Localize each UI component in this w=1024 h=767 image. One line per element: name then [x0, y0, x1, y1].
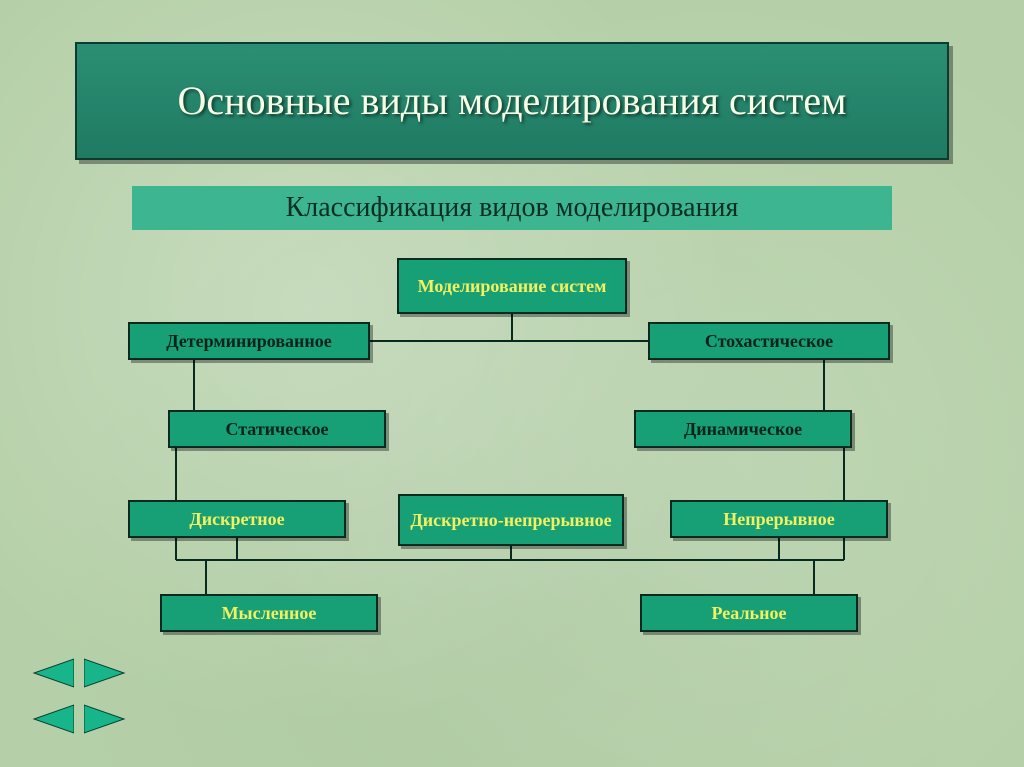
node-det: Детерминированное	[128, 322, 370, 360]
node-cont: Непрерывное	[670, 500, 888, 538]
node-stoch: Стохастическое	[648, 322, 890, 360]
node-stat: Статическое	[168, 410, 386, 448]
node-ment: Мысленное	[160, 594, 378, 632]
node-label-det: Детерминированное	[166, 331, 332, 352]
node-real: Реальное	[640, 594, 858, 632]
node-dc: Дискретно-непрерывное	[398, 494, 624, 546]
node-label-disc: Дискретное	[189, 509, 284, 530]
node-root: Моделирование систем	[397, 258, 627, 314]
node-label-dc: Дискретно-непрерывное	[410, 510, 611, 531]
node-disc: Дискретное	[128, 500, 346, 538]
node-label-stoch: Стохастическое	[705, 331, 833, 352]
flowchart: Моделирование систем Детерминированное Сто…	[0, 0, 1024, 767]
prev-arrow-icon[interactable]	[28, 653, 76, 693]
node-label-dyn: Динамическое	[684, 419, 802, 440]
node-label-ment: Мысленное	[222, 603, 317, 624]
prev-arrow-2-icon[interactable]	[28, 699, 76, 739]
node-label-root: Моделирование систем	[418, 276, 607, 297]
nav-arrows	[28, 653, 130, 739]
node-label-stat: Статическое	[225, 419, 328, 440]
node-label-real: Реальное	[712, 603, 787, 624]
node-dyn: Динамическое	[634, 410, 852, 448]
next-arrow-2-icon[interactable]	[82, 699, 130, 739]
next-arrow-icon[interactable]	[82, 653, 130, 693]
node-label-cont: Непрерывное	[723, 509, 835, 530]
